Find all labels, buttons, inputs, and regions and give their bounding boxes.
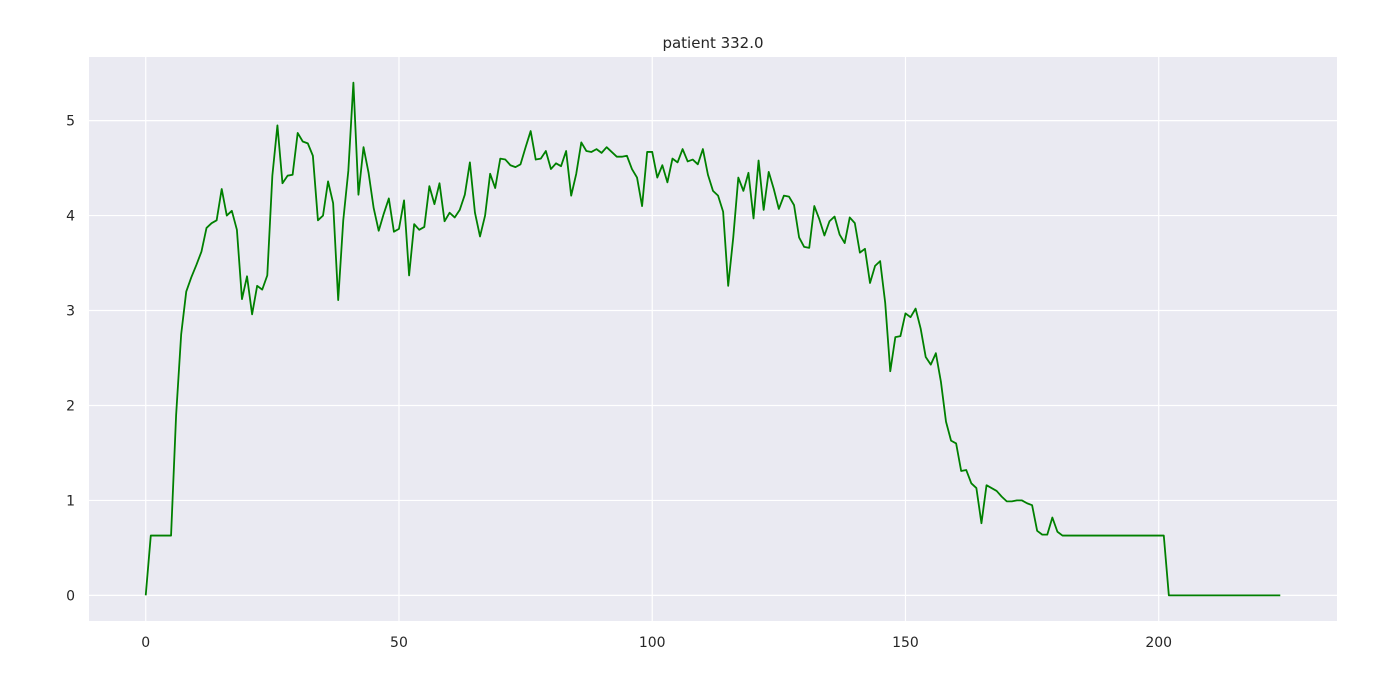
plot-area [89, 57, 1337, 621]
y-tick-label: 2 [66, 398, 75, 414]
x-tick-label: 50 [390, 635, 408, 651]
y-axis-ticks: 0 1 2 3 4 5 [66, 114, 75, 605]
series-layer [144, 81, 1281, 597]
x-tick-label: 200 [1145, 635, 1172, 651]
x-tick-label: 100 [639, 635, 666, 651]
y-tick-label: 4 [66, 209, 75, 225]
grid-lines [89, 57, 1337, 621]
y-tick-label: 5 [66, 114, 75, 130]
y-tick-label: 0 [66, 588, 75, 604]
y-tick-label: 1 [66, 493, 75, 509]
x-tick-label: 150 [892, 635, 919, 651]
y-tick-label: 3 [66, 304, 75, 320]
chart-title: patient 332.0 [662, 34, 763, 52]
series-line [144, 81, 1281, 597]
x-axis-ticks: 0 50 100 150 200 [141, 635, 1172, 651]
x-tick-label: 0 [141, 635, 150, 651]
